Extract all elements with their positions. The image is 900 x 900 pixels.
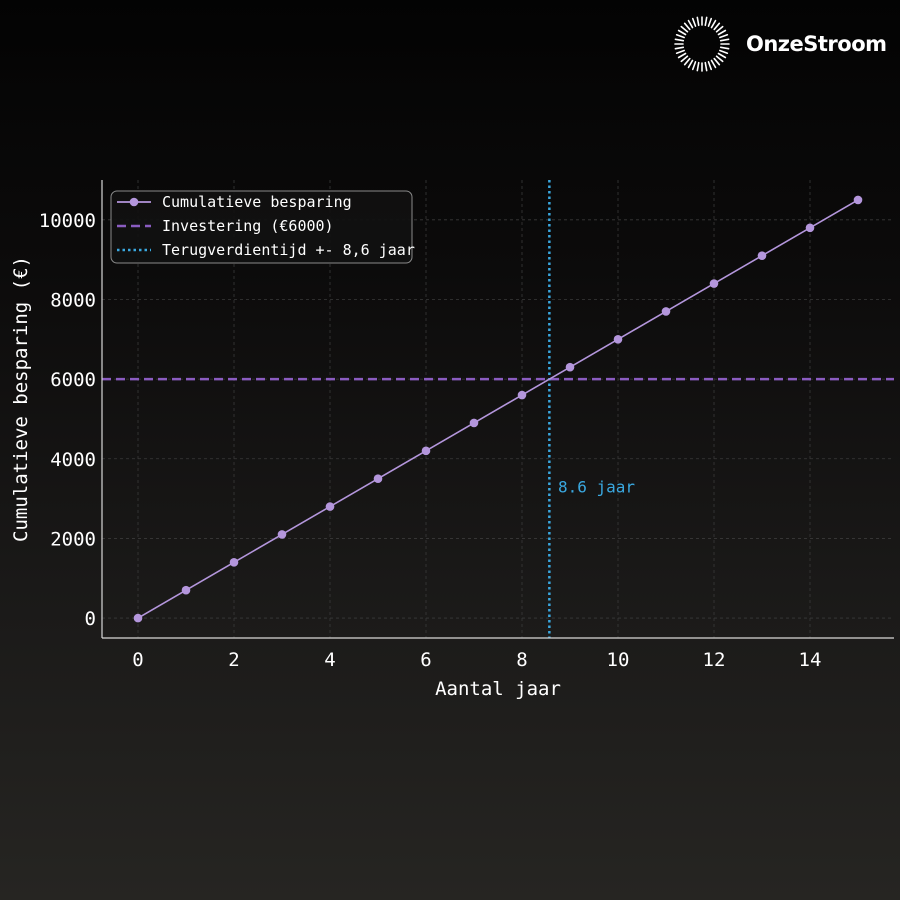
sunburst-ray [704,61,708,72]
x-tick-label: 6 [420,649,431,671]
sunburst-ray [717,29,727,36]
data-point [469,418,479,428]
sunburst-ray [675,49,685,55]
legend-item-investment: Investering (€6000) [117,217,334,235]
data-point [421,446,431,456]
sunburst-ray [713,57,721,66]
data-point [325,502,335,511]
legend-investment-label: Investering (€6000) [162,217,334,235]
y-tick-label: 2000 [50,528,96,550]
sunburst-ray [680,25,689,33]
x-tick-label: 8 [516,649,527,671]
x-axis-title: Aantal jaar [435,678,561,700]
data-point [181,585,191,595]
data-point [805,223,815,233]
data-point [277,530,287,539]
data-point [709,279,719,288]
sunburst-ray [691,61,697,71]
sunburst-ray [680,55,689,63]
sunburst-ray [710,19,717,29]
data-point [853,195,863,205]
sunburst-ray [696,61,700,72]
sunburst-ray [696,16,700,27]
legend-payback-label: Terugverdientijd +- 8,6 jaar [162,241,415,259]
sunburst-ray [710,59,717,69]
data-point [565,362,575,372]
sunburst-ray [687,19,694,29]
sunburst-ray [715,55,724,63]
legend-item-series: Cumulatieve besparing [117,193,352,211]
tick-labels: 0 2 4 6 8 10 12 14 0 2000 4000 6000 8000 10000 [39,210,822,671]
legend-box [110,190,413,264]
sunburst-ray [713,22,721,31]
data-point [757,251,767,260]
sunburst-ray [707,61,713,71]
y-tick-label: 6000 [50,369,96,391]
sunburst-ray [704,16,708,27]
sunburst-ray [683,22,691,31]
y-tick-label: 8000 [50,289,96,311]
legend-series-marker [129,197,139,207]
sunburst-ray [683,57,691,66]
sunburst-ray [715,25,724,33]
series [133,195,863,623]
x-tick-label: 14 [799,649,822,671]
data-point [661,307,671,316]
sunburst-ray [719,38,730,42]
brand-logo: OnzeStroom [674,16,887,72]
reference-lines [102,180,894,638]
sunburst-ray [674,38,685,42]
sunburst-ray [677,29,687,36]
sunburst-ray [719,46,730,50]
sunburst-icon [674,16,730,72]
payback-annotation: 8.6 jaar [558,478,635,497]
data-point [133,613,143,623]
data-point [517,390,527,400]
x-tick-label: 2 [228,649,239,671]
sunburst-ray [717,52,727,59]
y-tick-label: 4000 [50,449,96,471]
sunburst-ray [691,17,697,27]
sunburst-ray [674,46,685,50]
data-point [229,558,239,567]
brand-name: OnzeStroom [746,32,887,56]
data-point [373,474,383,483]
axes [101,180,894,639]
sunburst-ray [707,17,713,27]
sunburst-ray [719,33,729,39]
sunburst-ray [675,33,685,39]
x-tick-label: 0 [132,649,143,671]
legend: Cumulatieve besparing Investering (€6000… [110,190,415,264]
y-axis-title: Cumulatieve besparing (€) [10,256,32,542]
data-point [613,335,623,344]
sunburst-ray [719,49,729,55]
sunburst-ray [687,59,694,69]
x-tick-label: 4 [324,649,335,671]
legend-item-payback: Terugverdientijd +- 8,6 jaar [117,241,415,259]
x-tick-label: 12 [703,649,726,671]
y-tick-label: 0 [85,608,96,630]
series-line [137,199,859,619]
legend-series-label: Cumulatieve besparing [162,193,352,211]
y-tick-label: 10000 [39,210,96,232]
sunburst-ray [677,52,687,59]
x-tick-label: 10 [607,649,630,671]
